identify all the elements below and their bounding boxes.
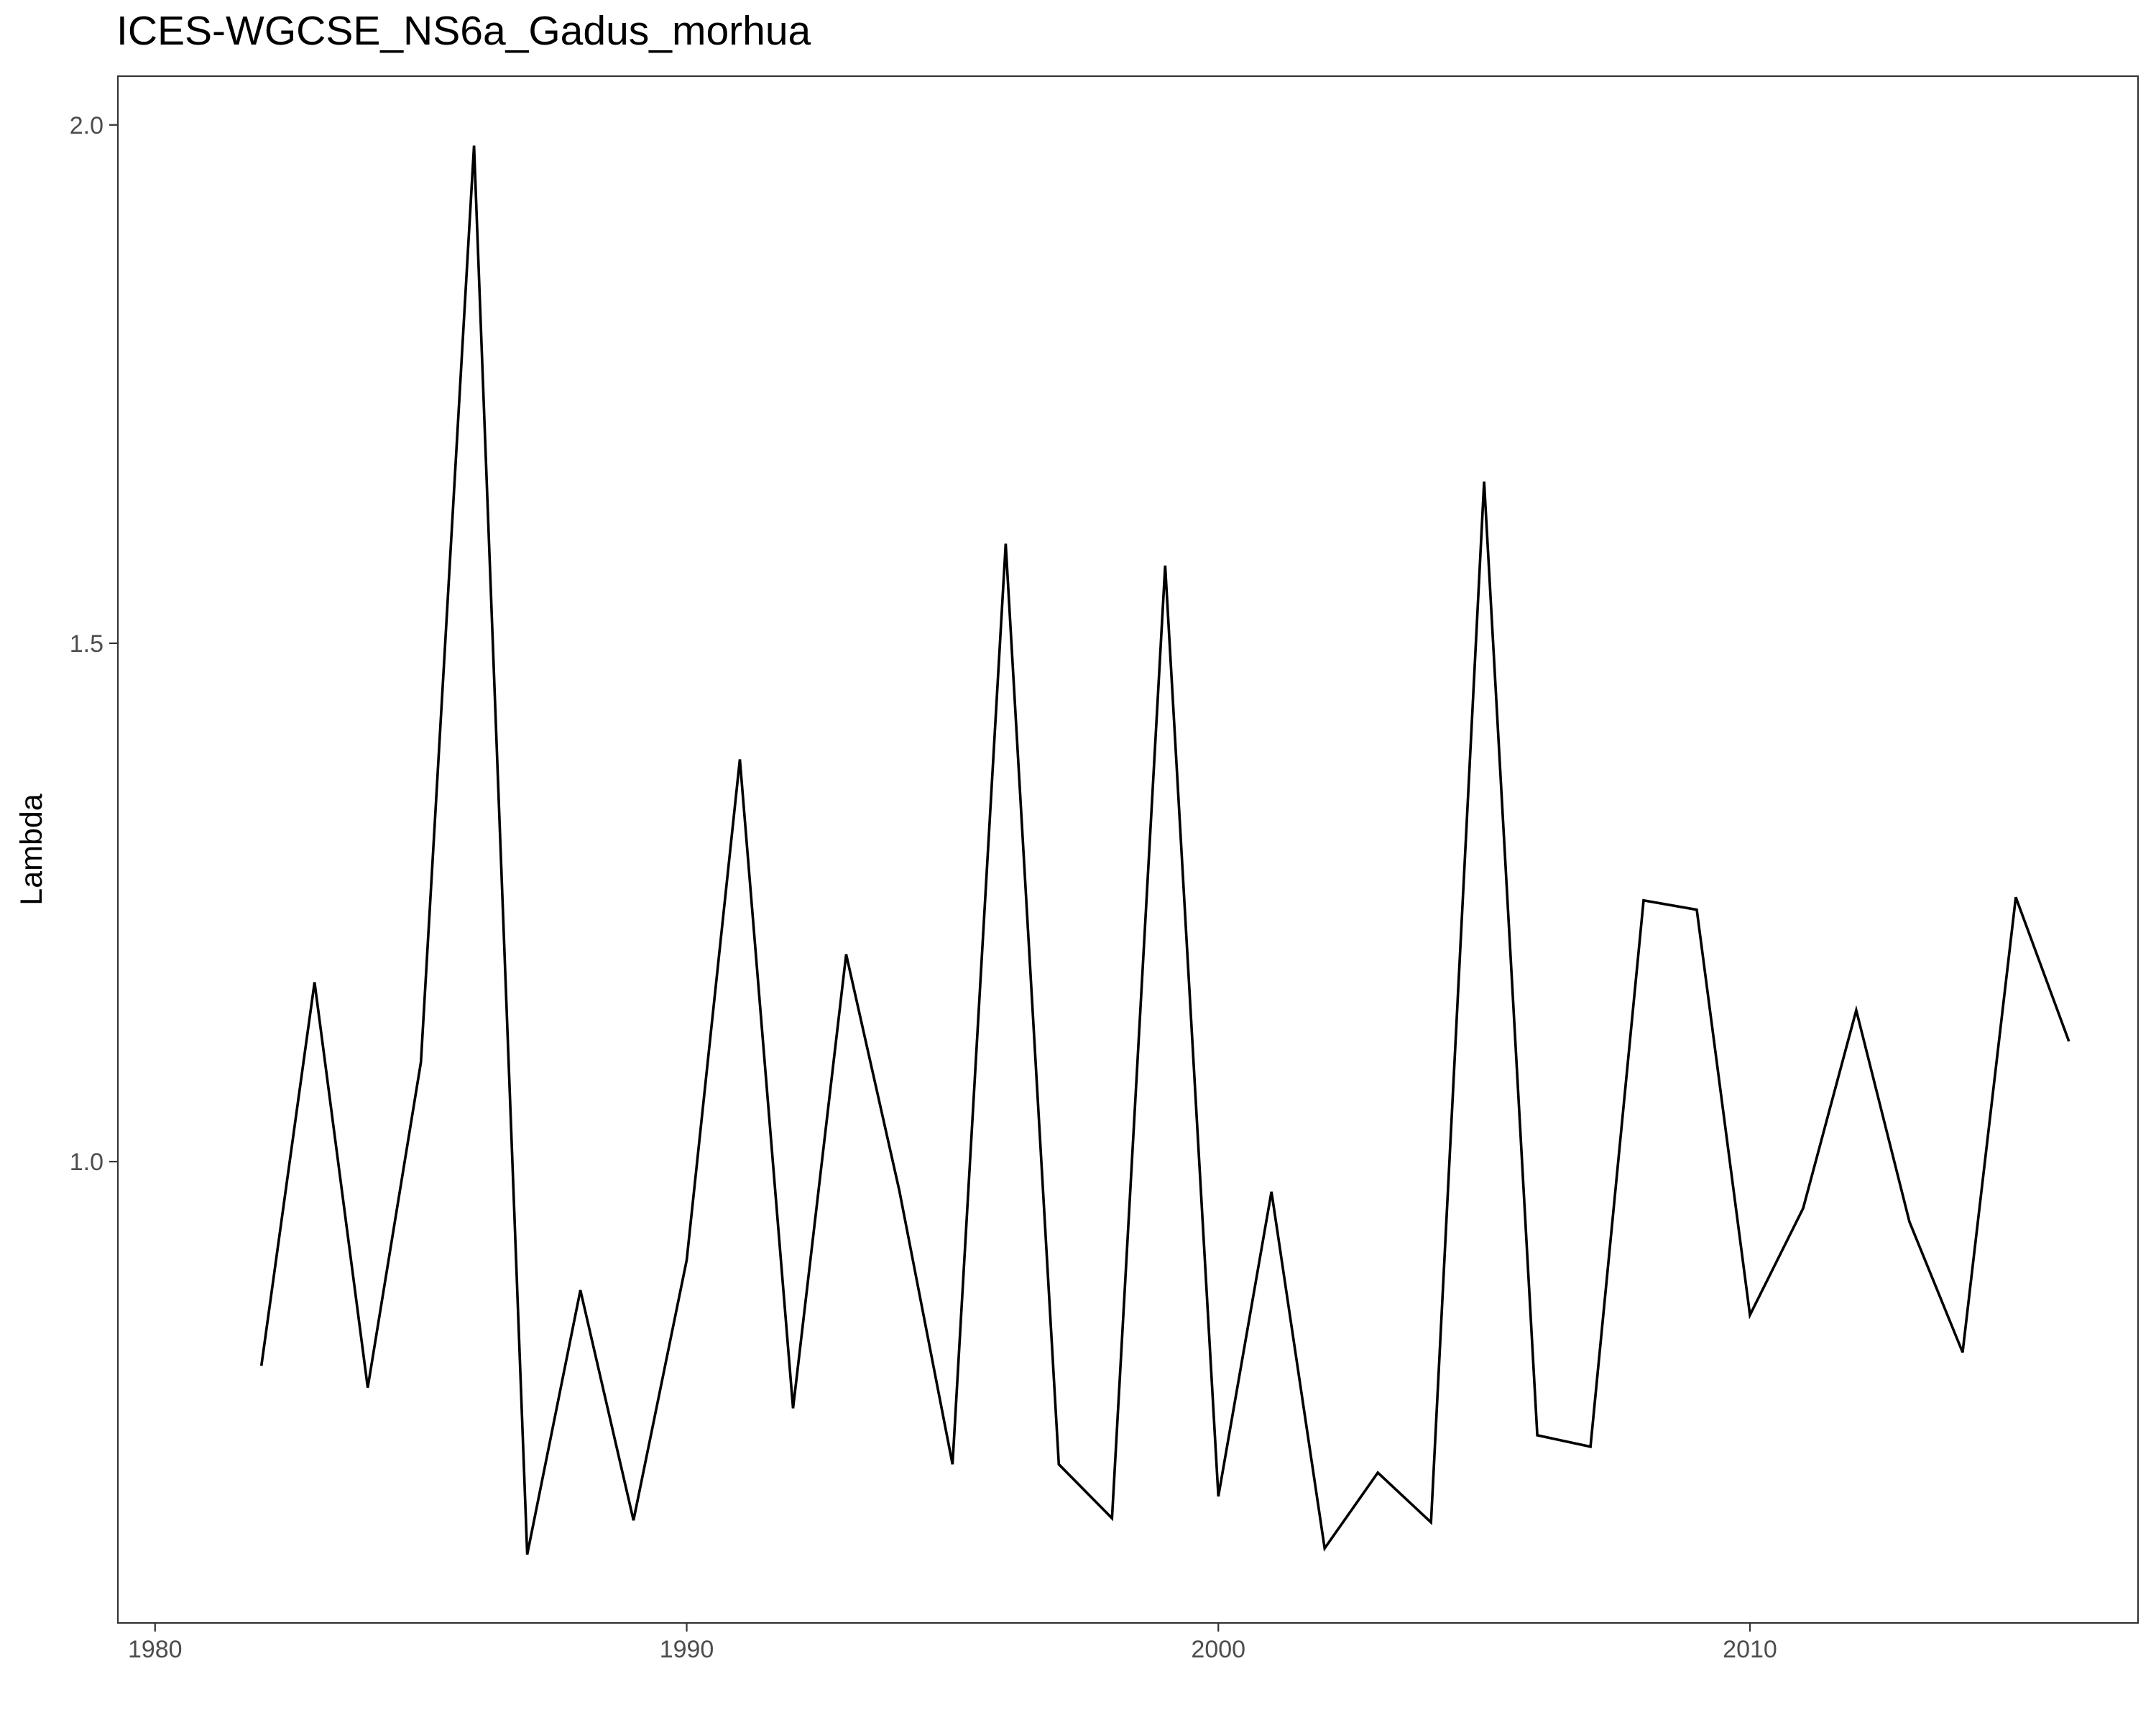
x-tick-label: 2000 — [1191, 1636, 1245, 1663]
data-series — [259, 145, 2070, 1555]
x-tick-label: 1990 — [660, 1636, 714, 1663]
plot-panel — [116, 75, 2139, 1624]
y-tick-label: 1.0 — [70, 1149, 103, 1176]
y-tick-label: 2.0 — [70, 112, 103, 139]
chart-title: ICES-WGCSE_NS6a_Gadus_morhua — [116, 8, 811, 54]
x-tick-label: 1980 — [128, 1636, 183, 1663]
y-axis-title: Lambda — [14, 794, 49, 905]
y-tick-label: 1.5 — [70, 630, 103, 658]
series-line — [259, 145, 2070, 1555]
x-tick-label: 2010 — [1723, 1636, 1777, 1663]
axis-ticks: 1980 1990 2000 2010 1.0 1.5 2.0 — [70, 112, 1777, 1663]
